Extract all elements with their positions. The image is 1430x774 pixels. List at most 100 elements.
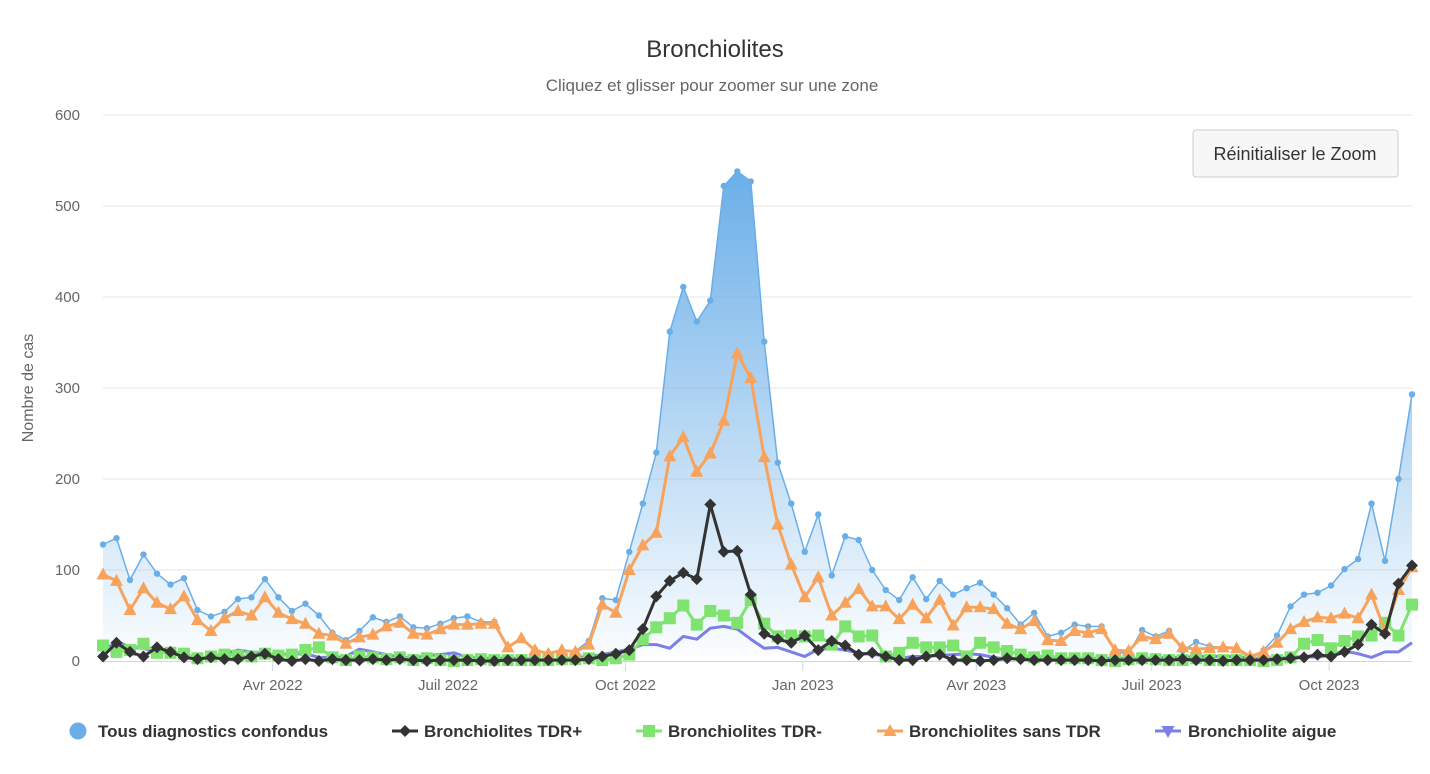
data-point[interactable]: [650, 590, 663, 603]
data-point[interactable]: [1189, 642, 1203, 655]
data-point[interactable]: [825, 608, 839, 621]
data-point[interactable]: [882, 586, 889, 594]
data-point[interactable]: [217, 611, 231, 624]
data-point[interactable]: [1381, 557, 1389, 565]
data-point[interactable]: [275, 594, 282, 601]
data-point[interactable]: [963, 585, 970, 592]
data-point[interactable]: [501, 654, 514, 667]
data-point[interactable]: [99, 541, 107, 548]
data-point[interactable]: [785, 636, 798, 649]
data-point[interactable]: [1190, 654, 1203, 667]
data-point[interactable]: [137, 637, 150, 650]
data-point[interactable]: [1203, 654, 1216, 667]
data-point[interactable]: [582, 637, 596, 650]
data-point[interactable]: [393, 615, 407, 628]
data-point[interactable]: [595, 597, 609, 610]
data-point[interactable]: [326, 653, 339, 666]
data-point[interactable]: [893, 654, 906, 667]
legend-item[interactable]: Tous diagnostics confondus: [69, 722, 329, 741]
data-point[interactable]: [113, 534, 120, 542]
data-point[interactable]: [1406, 598, 1418, 611]
data-point[interactable]: [164, 645, 177, 658]
data-point[interactable]: [123, 645, 136, 658]
data-point[interactable]: [1149, 632, 1163, 645]
data-point[interactable]: [96, 567, 110, 580]
data-point[interactable]: [1135, 629, 1149, 642]
data-point[interactable]: [906, 597, 920, 610]
data-point[interactable]: [1230, 641, 1244, 654]
data-point[interactable]: [879, 599, 893, 612]
legend-circle-icon[interactable]: [69, 722, 87, 740]
data-point[interactable]: [393, 653, 406, 666]
data-point[interactable]: [1030, 609, 1038, 616]
data-point[interactable]: [568, 644, 582, 657]
data-point[interactable]: [704, 498, 717, 511]
data-point[interactable]: [1351, 611, 1365, 624]
data-point[interactable]: [622, 563, 636, 575]
data-point[interactable]: [703, 446, 717, 459]
data-point[interactable]: [933, 593, 947, 606]
data-point[interactable]: [1244, 654, 1257, 667]
data-point[interactable]: [757, 450, 771, 463]
data-point[interactable]: [1273, 632, 1281, 639]
data-point[interactable]: [150, 641, 163, 654]
data-point[interactable]: [140, 551, 147, 558]
data-point[interactable]: [1327, 582, 1335, 589]
data-point[interactable]: [839, 639, 852, 652]
data-point[interactable]: [920, 650, 933, 663]
data-point[interactable]: [1284, 652, 1297, 665]
data-point[interactable]: [97, 639, 109, 652]
data-point[interactable]: [1297, 614, 1311, 627]
series-bronchiolites-tdr-[interactable]: [97, 498, 1418, 667]
data-point[interactable]: [707, 297, 714, 304]
data-point[interactable]: [190, 613, 204, 626]
legend-item[interactable]: Bronchiolites TDR-: [636, 722, 822, 741]
data-point[interactable]: [609, 647, 622, 660]
data-point[interactable]: [893, 646, 906, 659]
data-point[interactable]: [933, 648, 946, 661]
data-point[interactable]: [676, 430, 690, 443]
data-point[interactable]: [1027, 613, 1041, 626]
data-point[interactable]: [1176, 653, 1189, 666]
data-point[interactable]: [1109, 654, 1122, 667]
data-point[interactable]: [842, 533, 849, 540]
data-point[interactable]: [976, 579, 984, 586]
data-point[interactable]: [855, 536, 862, 544]
data-point[interactable]: [460, 617, 474, 630]
data-point[interactable]: [960, 600, 974, 613]
data-point[interactable]: [1408, 391, 1416, 398]
data-point[interactable]: [569, 654, 582, 667]
data-point[interactable]: [325, 628, 339, 641]
data-point[interactable]: [1162, 626, 1176, 639]
data-point[interactable]: [866, 646, 879, 659]
data-point[interactable]: [933, 641, 946, 654]
data-point[interactable]: [1041, 633, 1055, 646]
data-point[interactable]: [1136, 654, 1149, 667]
data-point[interactable]: [514, 631, 528, 644]
reset-zoom-label[interactable]: Réinitialiser le Zoom: [1213, 144, 1376, 164]
data-point[interactable]: [1095, 622, 1109, 635]
data-point[interactable]: [798, 629, 811, 642]
data-point[interactable]: [1311, 648, 1324, 661]
data-point[interactable]: [312, 641, 325, 654]
data-point[interactable]: [690, 618, 703, 631]
data-point[interactable]: [663, 449, 677, 462]
data-point[interactable]: [1001, 644, 1014, 657]
data-point[interactable]: [909, 574, 916, 581]
data-point[interactable]: [501, 640, 515, 653]
data-point[interactable]: [312, 626, 326, 639]
data-point[interactable]: [1230, 654, 1243, 667]
data-point[interactable]: [1338, 634, 1351, 647]
data-point[interactable]: [815, 511, 822, 518]
data-point[interactable]: [1257, 654, 1270, 667]
data-point[interactable]: [285, 612, 299, 625]
legend-marker-icon[interactable]: [1161, 726, 1175, 738]
data-point[interactable]: [1122, 654, 1135, 667]
data-point[interactable]: [596, 650, 609, 663]
data-point[interactable]: [1325, 650, 1338, 663]
data-point[interactable]: [731, 616, 744, 629]
data-point[interactable]: [204, 651, 217, 664]
data-point[interactable]: [461, 654, 474, 667]
data-point[interactable]: [906, 654, 919, 667]
data-point[interactable]: [920, 641, 933, 654]
